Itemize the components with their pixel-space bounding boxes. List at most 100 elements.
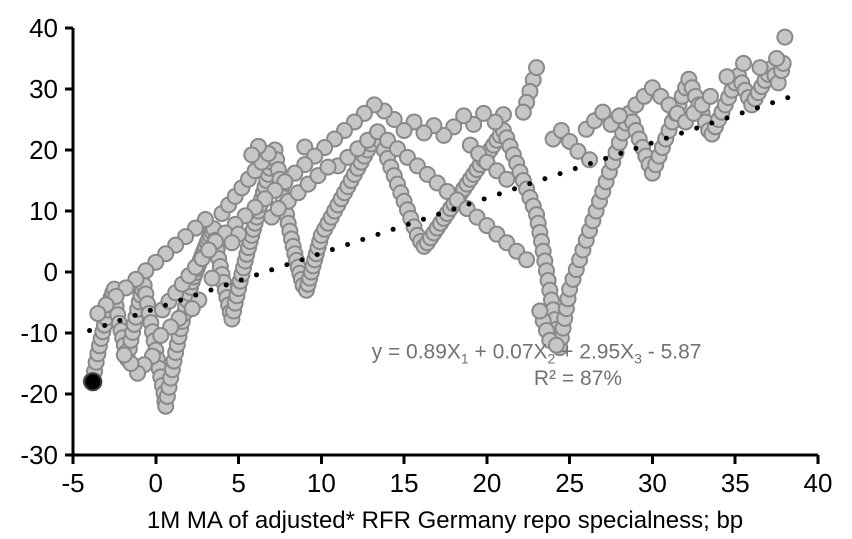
regression-equation: y = 0.89X1 + 0.07X2 + 2.95X3 - 5.87 [372, 341, 702, 367]
trendline-dot [193, 292, 199, 298]
trendline-dot [618, 150, 624, 156]
y-tick-label: 40 [29, 13, 58, 43]
trendline-dot [299, 257, 305, 263]
trendline-dot [527, 181, 533, 187]
trendline-dot [147, 307, 153, 313]
x-tick-label: -5 [61, 468, 84, 498]
scatter-point [610, 107, 628, 125]
trendline-dot [178, 297, 184, 303]
trendline-dot [648, 140, 654, 146]
highlight-point-layer [83, 372, 103, 392]
scatter-point [435, 126, 453, 144]
trendline-dot [254, 272, 260, 278]
trendline-dot [694, 125, 700, 131]
trendline-dot [87, 328, 93, 334]
trendline-dot [420, 216, 426, 222]
trendline-layer [87, 95, 791, 334]
scatter-point [751, 59, 769, 77]
trendline-dot [360, 236, 366, 242]
y-tick-label: 20 [29, 135, 58, 165]
scatter-point [203, 269, 221, 287]
trendline-dot [132, 312, 138, 318]
y-tick-label: 0 [44, 257, 58, 287]
x-tick-label: 40 [804, 468, 833, 498]
trendline-dot [785, 95, 791, 101]
scatter-point [269, 200, 287, 218]
scatter-point [319, 158, 337, 176]
x-tick-label: 5 [231, 468, 245, 498]
scatter-point [183, 300, 201, 318]
x-tick-label: 25 [555, 468, 584, 498]
scatter-point [498, 170, 516, 188]
scatter-point [581, 151, 599, 169]
scatter-point [115, 346, 133, 364]
trendline-dot [345, 242, 351, 247]
scatter-points-layer [82, 28, 794, 415]
trendline-dot [223, 282, 229, 288]
trendline-dot [117, 317, 123, 323]
scatter-point [552, 121, 570, 139]
scatter-point [455, 107, 473, 125]
scatter-point [223, 234, 241, 252]
y-tick-label: -20 [20, 379, 58, 409]
y-tick-label: -30 [20, 440, 58, 470]
trendline-dot [739, 110, 745, 116]
scatter-point [89, 304, 107, 322]
trendline-dot [208, 287, 214, 293]
trendline-dot [754, 105, 760, 111]
trendline-dot [102, 323, 108, 328]
scatter-point [768, 50, 786, 67]
trendline-dot [481, 196, 487, 202]
trendline-dot [162, 302, 168, 308]
trendline-dot [557, 171, 563, 177]
x-tick-label: 20 [472, 468, 501, 498]
trendline-dot [436, 211, 442, 217]
trendline-dot [405, 221, 411, 227]
trendline-dot [375, 231, 381, 237]
x-tick-label: 30 [638, 468, 667, 498]
axes-layer: -30 -20 -10 0 10 20 30 40 -5 0 5 10 15 20 25 30 35 40 [20, 13, 832, 498]
trendline-dot [709, 120, 715, 126]
plot-area [82, 28, 794, 415]
trendline-dot [314, 252, 320, 258]
scatter-point [486, 113, 504, 131]
y-tick-label: 30 [29, 74, 58, 104]
trendline-dot [663, 135, 669, 141]
scatter-point [415, 124, 433, 142]
scatter-point [200, 241, 218, 259]
trendline-dot [512, 186, 518, 192]
trendline-dot [466, 201, 472, 207]
trendline-dot [633, 145, 639, 151]
trendline-dot [603, 155, 609, 161]
x-tick-label: 35 [721, 468, 750, 498]
x-tick-label: 10 [307, 468, 336, 498]
scatter-point [569, 142, 587, 160]
trendline-dot [284, 262, 290, 268]
scatter-point [518, 251, 536, 269]
trendline-dot [587, 161, 593, 166]
scatter-point [718, 68, 736, 86]
scatter-point [531, 302, 549, 320]
highlight-point [83, 372, 103, 392]
x-axis-ticks: -5 0 5 10 15 20 25 30 35 40 [61, 455, 832, 498]
trendline-dot [542, 176, 548, 182]
scatter-point [243, 146, 261, 164]
x-tick-label: 0 [149, 468, 163, 498]
y-tick-label: 10 [29, 196, 58, 226]
scatter-point [528, 59, 546, 77]
x-axis-title: 1M MA of adjusted* RFR Germany repo spec… [147, 507, 743, 534]
scatter-point [475, 104, 493, 122]
scatter-point [776, 28, 794, 46]
r-squared-label: R² = 87% [534, 367, 622, 390]
trendline-dot [770, 100, 776, 106]
trendline-dot [269, 267, 275, 273]
trendline-dot [496, 191, 502, 197]
scatter-point [594, 103, 612, 121]
trendline-dot [572, 166, 578, 172]
scatter-point [514, 103, 532, 121]
trendline-dot [679, 130, 684, 136]
scatter-point [701, 87, 719, 105]
scatter-point [735, 54, 752, 72]
